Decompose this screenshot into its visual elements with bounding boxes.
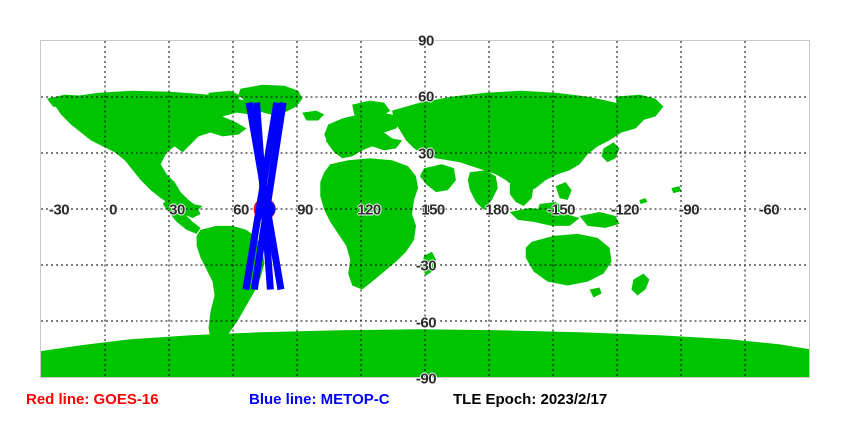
land-africa (320, 158, 419, 290)
map-plot-area (41, 41, 809, 377)
map-svg (41, 41, 809, 377)
land-india (467, 170, 498, 210)
land-alaska (46, 94, 89, 109)
lon-tick-90: 90 (297, 201, 313, 219)
land-pacific-islets (639, 198, 648, 205)
legend-blue-line-metopc: Blue line: METOP-C (249, 391, 390, 408)
land-hawaii (671, 186, 682, 194)
legend-tle-epoch: TLE Epoch: 2023/2/17 (453, 391, 608, 408)
lon-tick--60: -60 (758, 201, 780, 219)
lat-tick--60: -60 (415, 314, 437, 332)
lon-tick-0: 0 (109, 201, 117, 219)
lat-tick-90: 90 (418, 32, 434, 50)
land-arabia (420, 164, 456, 193)
legend-red-line-goes16: Red line: GOES-16 (26, 391, 159, 408)
land-british-isles (326, 134, 341, 145)
lon-tick--150: -150 (546, 201, 576, 219)
lon-tick-120: 120 (357, 201, 381, 219)
legend-bar: Red line: GOES-16 Blue line: METOP-C TLE… (0, 388, 850, 418)
graticule-group (41, 41, 809, 377)
lat-tick-60: 60 (418, 88, 434, 106)
land-europe (324, 112, 403, 159)
lon-tick-150: 150 (421, 201, 445, 219)
land-new-zealand (631, 273, 650, 296)
land-philippines (555, 182, 572, 201)
land-madagascar (422, 251, 436, 276)
lat-tick-30: 30 (418, 145, 434, 163)
metopc-track-4 (250, 102, 287, 291)
land-north-america (52, 90, 263, 218)
lon-tick--30-left: -30 (48, 201, 70, 219)
lon-tick-60: 60 (233, 201, 249, 219)
land-scandinavia (352, 100, 391, 121)
lon-tick--120: -120 (610, 201, 640, 219)
land-south-america (196, 225, 265, 350)
metopc-subsatellite-point (257, 200, 276, 218)
land-iceland (302, 110, 325, 121)
land-asia (392, 90, 644, 193)
land-australia (525, 233, 612, 286)
world-map-figure: 90 60 30 0 -30 -60 -90 -30 0 30 60 90 12… (40, 34, 810, 387)
land-indochina (509, 180, 534, 207)
lon-tick-180: 180 (485, 201, 509, 219)
metopc-track-3 (242, 102, 281, 291)
lat-tick--30: -30 (415, 257, 437, 275)
lat-tick-0: 0 (422, 201, 430, 219)
lon-tick-30: 30 (169, 201, 185, 219)
land-kamchatka-siberia-east (615, 94, 664, 121)
land-japan (601, 142, 620, 163)
lat-tick--90: -90 (415, 370, 437, 388)
metopc-track-group (242, 102, 287, 291)
lon-tick--90: -90 (678, 201, 700, 219)
land-new-guinea (579, 211, 620, 228)
land-indonesia (509, 208, 580, 226)
